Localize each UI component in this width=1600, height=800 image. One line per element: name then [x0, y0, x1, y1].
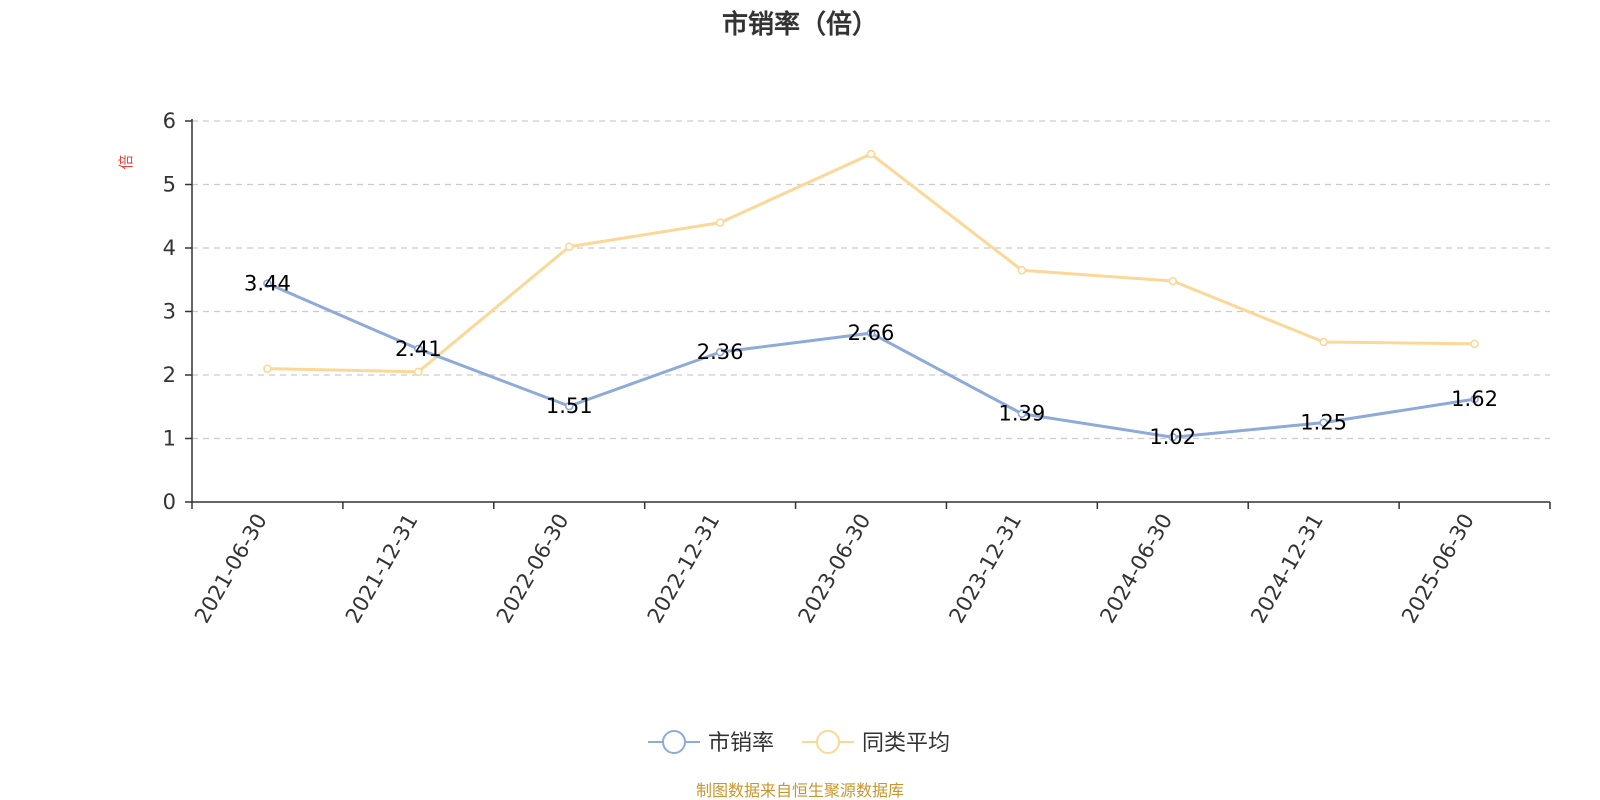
source-note: 制图数据来自恒生聚源数据库	[696, 781, 904, 800]
grid-lines	[192, 120, 1550, 440]
legend-marker-icon	[662, 730, 686, 754]
series-point-1	[263, 364, 272, 373]
data-label: 2.36	[697, 340, 744, 364]
data-label: 1.39	[999, 402, 1046, 426]
series-point-1	[866, 149, 876, 159]
y-tick-label: 0	[163, 490, 176, 514]
x-tick-label: 2022-12-31	[643, 510, 725, 628]
y-tick-label: 1	[163, 427, 176, 451]
y-axis-unit-label: 倍	[117, 154, 135, 169]
x-tick-label: 2021-12-31	[341, 510, 423, 628]
x-tick-label: 2022-06-30	[492, 510, 574, 628]
legend[interactable]: 市销率 同类平均	[648, 730, 950, 756]
series-point-0	[414, 344, 423, 354]
series-point-0	[1168, 432, 1178, 442]
legend-marker-icon	[816, 730, 840, 754]
x-tick-label: 2021-06-30	[190, 510, 272, 628]
chart-title: 市销率（倍）	[722, 9, 878, 40]
data-label: 2.41	[395, 337, 442, 361]
series-point-1	[1470, 339, 1479, 349]
y-tick-label: 6	[163, 109, 176, 133]
legend-label: 同类平均	[862, 731, 950, 756]
series-point-0	[866, 328, 876, 338]
series-point-0	[1017, 409, 1027, 419]
series-point-1	[1168, 276, 1178, 286]
x-tick-label: 2025-06-30	[1397, 510, 1479, 628]
axes: 0 1 2 3 4 5 6 2021-06-30 2021-12-31 2022-06-30 202…	[163, 109, 1551, 628]
data-label: 1.02	[1149, 425, 1196, 449]
y-tick-label: 2	[163, 363, 176, 387]
series-line-0	[266, 282, 1475, 439]
y-tick-label: 5	[163, 173, 176, 197]
series-point-0	[1470, 394, 1479, 404]
series-lines	[263, 149, 1479, 442]
data-labels: 3.44 2.41 1.51 2.36 2.66 1.39 1.02 1.25 1.62	[244, 272, 1498, 450]
data-label: 1.51	[546, 394, 593, 418]
data-label: 3.44	[244, 272, 291, 296]
x-tick-label: 2023-12-31	[944, 510, 1026, 628]
y-tick-label: 4	[163, 236, 176, 260]
series-point-1	[564, 242, 574, 252]
series-point-0	[564, 401, 574, 411]
series-point-0	[715, 347, 725, 357]
legend-item-1[interactable]: 同类平均	[802, 730, 950, 756]
legend-item-0[interactable]: 市销率	[648, 730, 774, 756]
data-label: 2.66	[848, 321, 895, 345]
x-tick-label: 2024-12-31	[1246, 510, 1328, 628]
x-tick-label: 2023-06-30	[794, 510, 876, 628]
series-point-0	[263, 279, 272, 288]
series-point-1	[1017, 265, 1027, 275]
y-tick-label: 3	[163, 300, 176, 324]
series-point-0	[1319, 418, 1328, 427]
data-label: 1.25	[1300, 411, 1347, 435]
data-label: 1.62	[1451, 387, 1498, 411]
legend-label: 市销率	[708, 731, 774, 756]
x-tick-label: 2024-06-30	[1095, 510, 1177, 628]
series-point-1	[715, 218, 725, 227]
series-point-1	[1319, 337, 1328, 347]
series-point-1	[414, 367, 423, 377]
